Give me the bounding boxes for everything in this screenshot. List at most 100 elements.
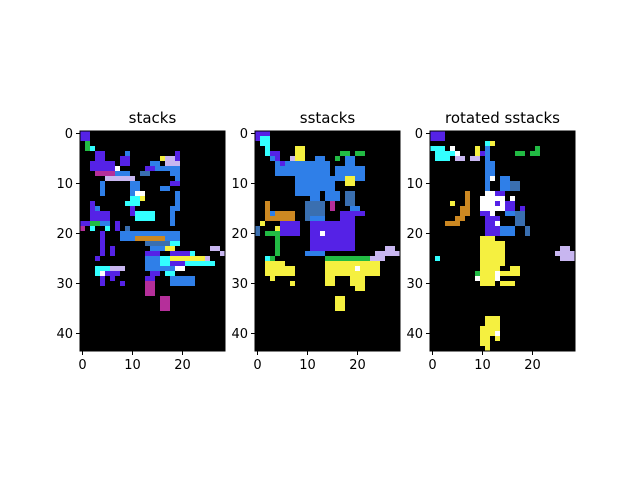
y-tick-label: 30 <box>56 277 73 292</box>
heatmap-cell <box>495 271 500 276</box>
heatmap-cell <box>500 176 510 191</box>
heatmap-cell <box>495 191 505 196</box>
heatmap-cell <box>190 251 195 256</box>
heatmap-cell <box>110 276 115 281</box>
heatmap-cell <box>495 276 500 281</box>
heatmap-cell <box>270 211 275 216</box>
heatmap-cell <box>430 131 445 141</box>
y-tick-label: 30 <box>406 277 423 292</box>
heatmap-cell <box>520 206 525 211</box>
heatmap-cell <box>160 156 165 161</box>
heatmap-cell <box>150 271 160 276</box>
heatmap-cell <box>435 151 460 156</box>
heatmap-cell <box>295 146 305 161</box>
y-tick-label: 40 <box>231 327 248 342</box>
heatmap-cell <box>125 226 130 231</box>
heatmap-cell <box>145 266 175 271</box>
heatmap-cell <box>80 131 90 141</box>
heatmap-cell <box>105 271 120 276</box>
heatmap-cell <box>295 186 310 196</box>
heatmap-cell <box>95 271 100 276</box>
heatmap-cell <box>465 191 470 206</box>
heatmap-cell <box>165 246 175 251</box>
heatmap-cell <box>265 261 285 276</box>
heatmap-cell <box>500 271 520 276</box>
heatmap-cell <box>350 276 365 286</box>
heatmap-cell <box>335 156 340 161</box>
heatmap-cell <box>105 226 110 231</box>
heatmap-cell <box>155 166 170 171</box>
heatmap-cell <box>470 156 480 161</box>
heatmap-cell <box>150 161 160 166</box>
heatmap-cell <box>475 276 480 281</box>
y-tick-label: 30 <box>231 277 248 292</box>
heatmap-cell <box>90 226 95 231</box>
heatmap-cell <box>275 226 280 231</box>
heatmap-cell <box>395 251 400 256</box>
heatmap-cell <box>170 211 175 226</box>
heatmap-cell <box>335 296 345 311</box>
heatmap-cell <box>500 281 515 286</box>
heatmap-cell <box>145 166 155 171</box>
heatmap-cell <box>560 246 570 251</box>
heatmap-cell <box>485 346 490 351</box>
heatmap-cell <box>145 276 155 281</box>
heatmap-cell <box>485 176 490 191</box>
x-tick-label: 10 <box>299 358 316 373</box>
heatmap-cell <box>435 256 440 261</box>
panel-title: rotated sstacks <box>445 109 560 127</box>
heatmap-cell <box>445 221 460 226</box>
y-tick-label: 10 <box>231 177 248 192</box>
heatmap-cell <box>515 211 525 226</box>
y-tick-label: 0 <box>240 127 248 142</box>
heatmap-cell <box>370 256 385 261</box>
y-tick-label: 40 <box>406 327 423 342</box>
heatmap-cell <box>345 156 355 171</box>
heatmap-cell <box>280 221 300 236</box>
heatmap-cell <box>145 251 160 256</box>
heatmap-cell <box>145 281 155 296</box>
heatmap-cell <box>160 186 170 191</box>
heatmap-cell <box>355 151 365 156</box>
heatmap-cell <box>315 156 325 161</box>
heatmap-cell <box>90 161 105 171</box>
heatmap-cell <box>260 136 270 146</box>
y-tick-label: 0 <box>65 127 73 142</box>
heatmap-cell <box>485 146 490 161</box>
heatmap-cell <box>135 236 165 241</box>
y-tick-label: 20 <box>56 227 73 242</box>
heatmap-cell <box>285 266 295 276</box>
heatmap-cell <box>535 146 540 151</box>
heatmap-cell <box>120 281 125 286</box>
heatmap-cell <box>100 276 105 286</box>
heatmap-cell <box>140 196 145 201</box>
heatmap-cell <box>480 281 495 286</box>
heatmap-cell <box>430 146 445 151</box>
heatmap-cell <box>320 231 325 236</box>
heatmap-cell <box>95 256 100 261</box>
heatmap-cell <box>150 246 165 251</box>
heatmap-cell <box>350 206 360 211</box>
heatmap-cell <box>455 156 465 161</box>
heatmap-cell <box>100 221 110 226</box>
heatmap-cell <box>495 221 500 226</box>
heatmap-cell <box>175 191 180 206</box>
heatmap-cell <box>385 246 395 251</box>
heatmap-cell <box>205 256 210 261</box>
heatmap-cell <box>95 151 105 161</box>
heatmap-cell <box>280 161 285 166</box>
heatmap-cell <box>455 216 465 221</box>
heatmap-cell <box>460 206 470 216</box>
heatmap-cell <box>125 151 130 156</box>
x-tick-label: 0 <box>253 358 261 373</box>
heatmap-cell <box>265 231 280 236</box>
heatmap-cell <box>135 211 155 221</box>
heatmap-cell <box>480 256 500 271</box>
x-tick-label: 10 <box>124 358 141 373</box>
heatmap-cell <box>100 181 105 196</box>
heatmap-cell <box>270 156 275 161</box>
heatmap-cell <box>160 296 170 311</box>
heatmap-cell <box>485 316 500 326</box>
heatmap-cell <box>480 236 495 256</box>
axes-frame <box>254 130 401 352</box>
